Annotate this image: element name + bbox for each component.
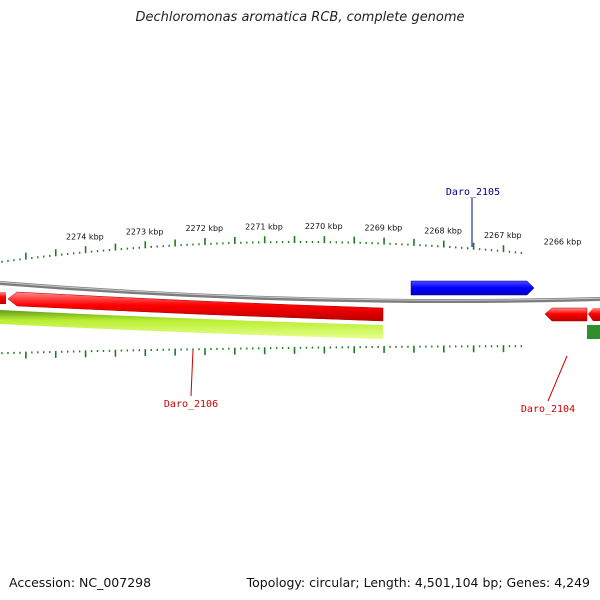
gene-daro-2105[interactable] <box>410 280 535 296</box>
gene-edge-left[interactable] <box>0 292 6 304</box>
gene-daro-2106[interactable] <box>7 291 384 322</box>
gene-label-daro-2106[interactable]: Daro_2106 <box>164 399 218 410</box>
scale-labels: 2274 kbp 2273 kbp 2272 kbp 2271 kbp 2270 kbp… <box>66 222 581 246</box>
gene-daro-2104[interactable] <box>544 307 588 322</box>
label-connector-daro-2104 <box>547 355 568 402</box>
feature-edge-right <box>587 325 600 339</box>
gene-edge-right[interactable] <box>588 308 600 321</box>
scale-label: 2272 kbp <box>185 224 223 233</box>
gene-label-daro-2105[interactable]: Daro_2105 <box>446 187 500 198</box>
gene-label-daro-2104[interactable]: Daro_2104 <box>521 404 575 415</box>
genome-backbone-highlight <box>0 281 600 301</box>
scale-label: 2266 kbp <box>544 237 582 246</box>
scale-label: 2268 kbp <box>424 227 462 236</box>
map-title: Dechloromonas aromatica RCB, complete ge… <box>135 10 465 25</box>
outer-tick-marks <box>1 236 523 263</box>
scale-label: 2271 kbp <box>245 222 283 231</box>
scale-label: 2270 kbp <box>305 222 343 231</box>
accession-text: Accession: NC_007298 <box>9 575 152 590</box>
scale-label: 2273 kbp <box>126 227 164 236</box>
feature-track-band <box>0 310 383 339</box>
scale-label: 2274 kbp <box>66 232 104 241</box>
scale-label: 2267 kbp <box>484 231 522 240</box>
scale-label: 2269 kbp <box>365 224 403 233</box>
genome-summary-text: Topology: circular; Length: 4,501,104 bp… <box>246 575 590 590</box>
inner-tick-marks <box>1 345 523 359</box>
label-connector-daro-2106 <box>190 349 194 397</box>
genome-backbone <box>0 281 600 303</box>
